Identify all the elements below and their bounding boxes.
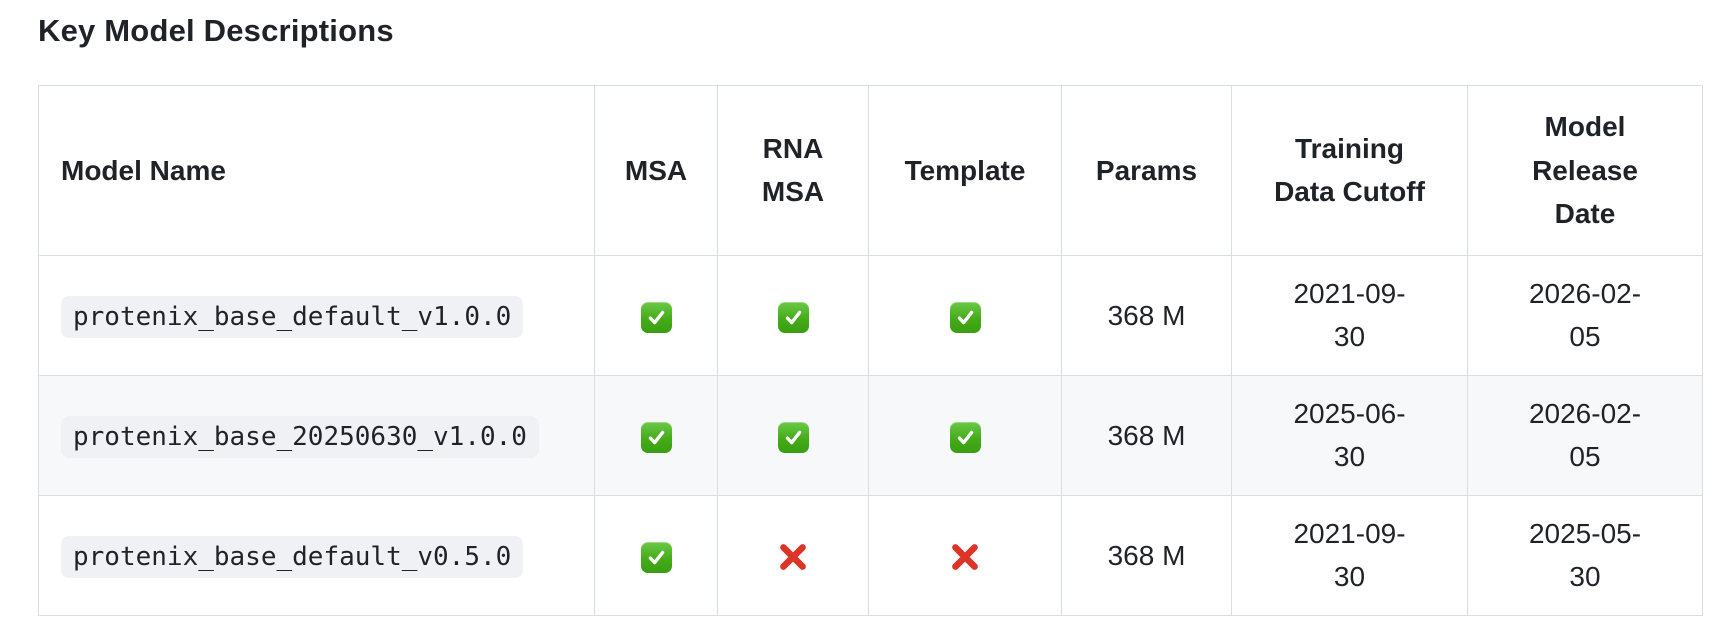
training-data-cutoff-cell: 2025-06-30 bbox=[1231, 374, 1468, 496]
msa-support-cell bbox=[594, 494, 718, 616]
column-header-msa: MSA bbox=[594, 84, 718, 256]
model-name-code-chip: protenix_base_default_v0.5.0 bbox=[61, 535, 524, 578]
column-header-label: RNA MSA bbox=[761, 132, 825, 208]
model-release-date-cell: 2025-05-30 bbox=[1467, 494, 1703, 616]
date-text: 2025-05-30 bbox=[1528, 517, 1642, 593]
msa-support-cell bbox=[594, 254, 718, 376]
column-header-label: Template bbox=[904, 154, 1026, 186]
date-text: 2026-02-05 bbox=[1528, 277, 1642, 353]
training-data-cutoff-cell: 2021-09-30 bbox=[1231, 494, 1468, 616]
page-title: Key Model Descriptions bbox=[38, 13, 394, 48]
template-support-cell bbox=[868, 374, 1062, 496]
column-header-template: Template bbox=[868, 84, 1062, 256]
column-header-label: Model Name bbox=[61, 154, 226, 186]
table-row: protenix_base_default_v0.5.0 368 M 2021-… bbox=[38, 494, 1703, 616]
rna-msa-support-cell bbox=[717, 254, 869, 376]
rna-msa-support-cell bbox=[717, 494, 869, 616]
date-text: 2021-09-30 bbox=[1293, 517, 1406, 593]
check-icon bbox=[640, 541, 672, 573]
rna-msa-support-cell bbox=[717, 374, 869, 496]
cross-icon bbox=[948, 540, 982, 574]
column-header-label: Model Release Date bbox=[1532, 111, 1638, 229]
params-cell: 368 M bbox=[1061, 374, 1232, 496]
params-cell: 368 M bbox=[1061, 494, 1232, 616]
training-data-cutoff-cell: 2021-09-30 bbox=[1231, 254, 1468, 376]
params-cell: 368 M bbox=[1061, 254, 1232, 376]
model-descriptions-table: Model Name MSA RNA MSA Template Params T… bbox=[38, 84, 1703, 616]
date-text: 2025-06-30 bbox=[1293, 397, 1406, 473]
model-name-code-chip: protenix_base_default_v1.0.0 bbox=[61, 295, 524, 338]
date-text: 2026-02-05 bbox=[1528, 397, 1642, 473]
column-header-label: MSA bbox=[624, 154, 688, 186]
date-text: 2021-09-30 bbox=[1293, 277, 1406, 353]
column-header-rna-msa: RNA MSA bbox=[717, 84, 869, 256]
check-icon bbox=[777, 421, 809, 453]
model-name-code-chip: protenix_base_20250630_v1.0.0 bbox=[61, 415, 539, 458]
model-name-cell: protenix_base_default_v0.5.0 bbox=[38, 494, 595, 616]
model-name-cell: protenix_base_default_v1.0.0 bbox=[38, 254, 595, 376]
check-icon bbox=[777, 301, 809, 333]
column-header-model-name: Model Name bbox=[38, 84, 595, 256]
table-header-row: Model Name MSA RNA MSA Template Params T… bbox=[38, 84, 1703, 256]
template-support-cell bbox=[868, 494, 1062, 616]
table-row: protenix_base_20250630_v1.0.0 368 M 2025… bbox=[38, 374, 1703, 496]
column-header-label: Training Data Cutoff bbox=[1274, 132, 1425, 208]
check-icon bbox=[640, 301, 672, 333]
msa-support-cell bbox=[594, 374, 718, 496]
check-icon bbox=[949, 301, 981, 333]
table-row: protenix_base_default_v1.0.0 368 M 2021-… bbox=[38, 254, 1703, 376]
column-header-model-release-date: Model Release Date bbox=[1467, 84, 1703, 256]
check-icon bbox=[640, 421, 672, 453]
model-release-date-cell: 2026-02-05 bbox=[1467, 254, 1703, 376]
model-release-date-cell: 2026-02-05 bbox=[1467, 374, 1703, 496]
model-name-cell: protenix_base_20250630_v1.0.0 bbox=[38, 374, 595, 496]
column-header-params: Params bbox=[1061, 84, 1232, 256]
cross-icon bbox=[776, 540, 810, 574]
column-header-training-data-cutoff: Training Data Cutoff bbox=[1231, 84, 1468, 256]
template-support-cell bbox=[868, 254, 1062, 376]
column-header-label: Params bbox=[1095, 154, 1198, 186]
check-icon bbox=[949, 421, 981, 453]
